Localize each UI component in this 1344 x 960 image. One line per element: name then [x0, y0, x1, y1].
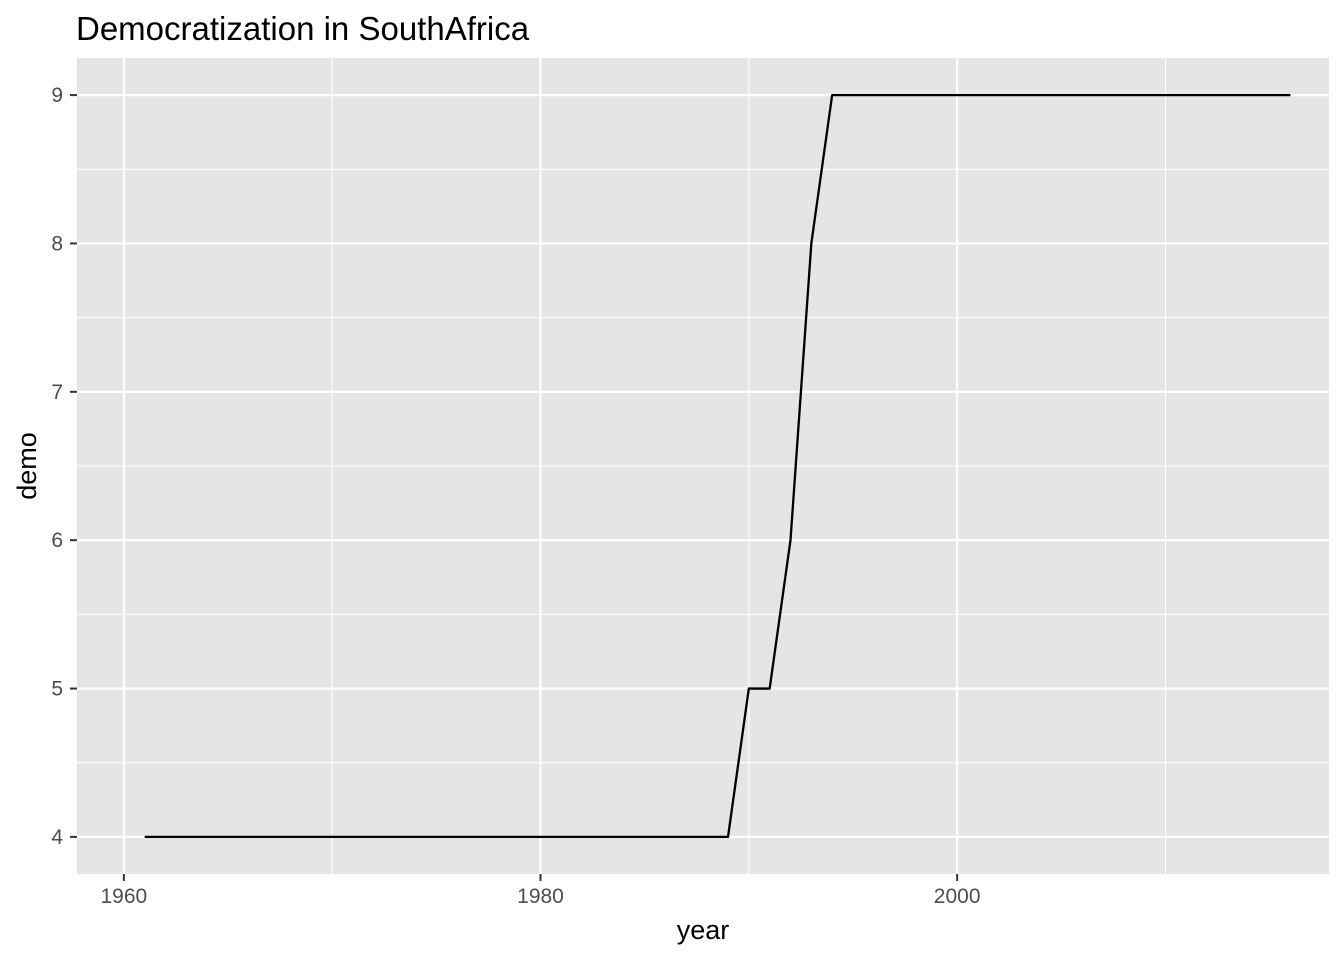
- series-line: [144, 93, 1291, 839]
- y-tick-label: 6: [51, 529, 63, 552]
- major-gridlines: [77, 58, 1329, 874]
- x-tick-label: 2000: [934, 885, 981, 908]
- y-tick-label: 4: [51, 826, 63, 849]
- x-tick-label: 1960: [101, 885, 148, 908]
- y-axis-title: demo: [12, 432, 42, 500]
- y-tick-label: 9: [51, 84, 63, 107]
- chart-title: Democratization in SouthAfrica: [76, 10, 530, 47]
- minor-gridlines: [77, 58, 1329, 874]
- y-tick-label: 8: [51, 232, 63, 255]
- y-axis: 4 5 6 7 8 9: [51, 84, 77, 849]
- series-layer: [144, 93, 1291, 839]
- y-tick-label: 7: [51, 381, 63, 404]
- x-axis-title: year: [677, 915, 730, 945]
- y-tick-label: 5: [51, 678, 63, 701]
- x-tick-label: 1980: [517, 885, 564, 908]
- x-axis: 1960 1980 2000: [101, 874, 981, 908]
